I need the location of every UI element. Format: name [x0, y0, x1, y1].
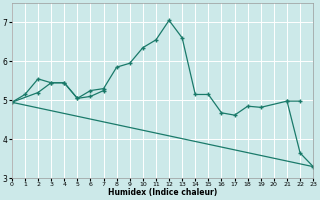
- X-axis label: Humidex (Indice chaleur): Humidex (Indice chaleur): [108, 188, 217, 197]
